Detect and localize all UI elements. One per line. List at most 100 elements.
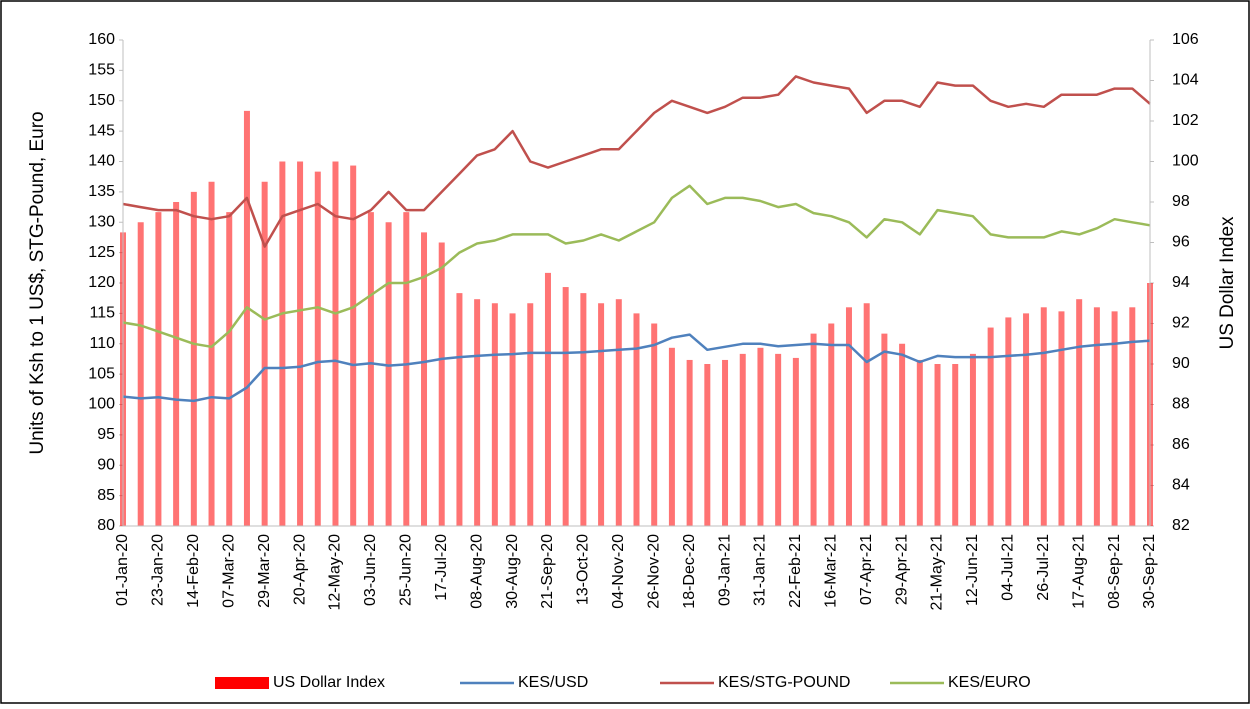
y2-tick-label: 88 bbox=[1172, 396, 1190, 413]
bar bbox=[757, 347, 764, 526]
bar bbox=[934, 364, 941, 526]
bar bbox=[421, 232, 428, 526]
bar bbox=[385, 222, 392, 526]
bar bbox=[137, 222, 144, 526]
bar bbox=[863, 303, 870, 526]
y2-tick-label: 106 bbox=[1172, 31, 1199, 48]
y-tick-label: 80 bbox=[97, 517, 115, 534]
y-tick-label: 125 bbox=[88, 244, 115, 261]
y2-tick-label: 98 bbox=[1172, 193, 1190, 210]
bar bbox=[722, 359, 729, 526]
y-tick-label: 145 bbox=[88, 122, 115, 139]
x-tick-label: 09-Jan-21 bbox=[716, 534, 733, 606]
line bbox=[122, 333, 1151, 403]
y2-tick-label: 82 bbox=[1172, 517, 1190, 534]
y2-tick-label: 86 bbox=[1172, 436, 1190, 453]
bar bbox=[438, 242, 445, 526]
bar bbox=[1023, 313, 1030, 526]
bar bbox=[261, 181, 268, 526]
bar bbox=[598, 303, 605, 526]
bar bbox=[881, 333, 888, 526]
x-tick-label: 04-Nov-20 bbox=[610, 534, 627, 609]
bar bbox=[527, 303, 534, 526]
x-tick-label: 23-Jan-20 bbox=[150, 534, 167, 606]
y-tick-label: 135 bbox=[88, 183, 115, 200]
bar bbox=[845, 307, 852, 526]
y-tick-label: 155 bbox=[88, 62, 115, 79]
bar bbox=[491, 303, 498, 526]
bar bbox=[615, 299, 622, 526]
bar bbox=[704, 364, 711, 526]
x-tick-label: 21-Sep-20 bbox=[539, 534, 556, 609]
bar bbox=[332, 161, 339, 526]
x-tick-label: 30-Aug-20 bbox=[504, 534, 521, 609]
bar bbox=[580, 293, 587, 526]
legend-swatch bbox=[215, 677, 269, 689]
bar bbox=[367, 212, 374, 526]
bar bbox=[297, 161, 304, 526]
bar bbox=[1040, 307, 1047, 526]
bar bbox=[952, 364, 959, 526]
bar bbox=[651, 323, 658, 526]
bar bbox=[544, 272, 551, 526]
x-tick-label: 26-Nov-20 bbox=[645, 534, 662, 609]
bar bbox=[314, 171, 321, 526]
bar bbox=[474, 299, 481, 526]
x-tick-label: 18-Dec-20 bbox=[681, 534, 698, 609]
y-axis-title: Units of Ksh to 1 US$, STG-Pound, Euro bbox=[27, 111, 48, 454]
y2-tick-label: 96 bbox=[1172, 234, 1190, 251]
x-tick-label: 17-Jul-20 bbox=[433, 534, 450, 601]
x-tick-label: 20-Apr-20 bbox=[291, 534, 308, 605]
bar bbox=[899, 343, 906, 526]
legend-label: KES/USD bbox=[518, 674, 588, 691]
bar bbox=[243, 110, 250, 526]
bar bbox=[350, 165, 357, 527]
x-tick-label: 25-Jun-20 bbox=[398, 534, 415, 606]
bar bbox=[1005, 317, 1012, 526]
x-tick-label: 13-Oct-20 bbox=[575, 534, 592, 605]
legend-label: KES/STG-POUND bbox=[718, 674, 850, 691]
x-tick-label: 07-Apr-21 bbox=[858, 534, 875, 605]
bar bbox=[1076, 299, 1083, 526]
y2-tick-label: 90 bbox=[1172, 355, 1190, 372]
y2-tick-label: 102 bbox=[1172, 112, 1199, 129]
bar bbox=[828, 323, 835, 526]
line bbox=[122, 184, 1151, 349]
bar bbox=[916, 359, 923, 526]
x-tick-label: 16-Mar-21 bbox=[822, 534, 839, 608]
bar bbox=[686, 359, 693, 526]
x-tick-label: 21-May-21 bbox=[929, 534, 946, 611]
bar bbox=[810, 333, 817, 526]
y-tick-label: 160 bbox=[88, 31, 115, 48]
bar bbox=[1111, 311, 1118, 526]
y-tick-label: 110 bbox=[89, 335, 115, 352]
y2-tick-label: 92 bbox=[1172, 315, 1190, 332]
bar bbox=[190, 191, 197, 526]
bar bbox=[739, 353, 746, 526]
bar bbox=[208, 181, 215, 526]
bar bbox=[226, 212, 233, 526]
bar bbox=[633, 313, 640, 526]
x-tick-label: 30-Sep-21 bbox=[1141, 534, 1158, 609]
y2-tick-label: 84 bbox=[1172, 477, 1190, 494]
x-tick-label: 07-Mar-20 bbox=[220, 534, 237, 608]
bar bbox=[562, 287, 569, 526]
bar bbox=[456, 293, 463, 526]
y2-tick-label: 104 bbox=[1172, 72, 1199, 89]
x-tick-label: 31-Jan-21 bbox=[752, 534, 769, 606]
y-tick-label: 130 bbox=[88, 213, 115, 230]
x-tick-label: 12-Jun-21 bbox=[964, 534, 981, 606]
bar bbox=[173, 202, 180, 526]
bar bbox=[509, 313, 516, 526]
y-tick-label: 105 bbox=[88, 365, 115, 382]
x-tick-label: 14-Feb-20 bbox=[185, 534, 202, 608]
x-tick-label: 29-Apr-21 bbox=[893, 534, 910, 605]
y-tick-label: 150 bbox=[88, 92, 115, 109]
bar bbox=[1058, 311, 1065, 526]
x-tick-label: 04-Jul-21 bbox=[1000, 534, 1017, 601]
y-tick-label: 140 bbox=[88, 153, 115, 170]
y-tick-label: 120 bbox=[88, 274, 115, 291]
x-tick-label: 12-May-20 bbox=[327, 534, 344, 611]
x-tick-label: 26-Jul-21 bbox=[1035, 534, 1052, 601]
